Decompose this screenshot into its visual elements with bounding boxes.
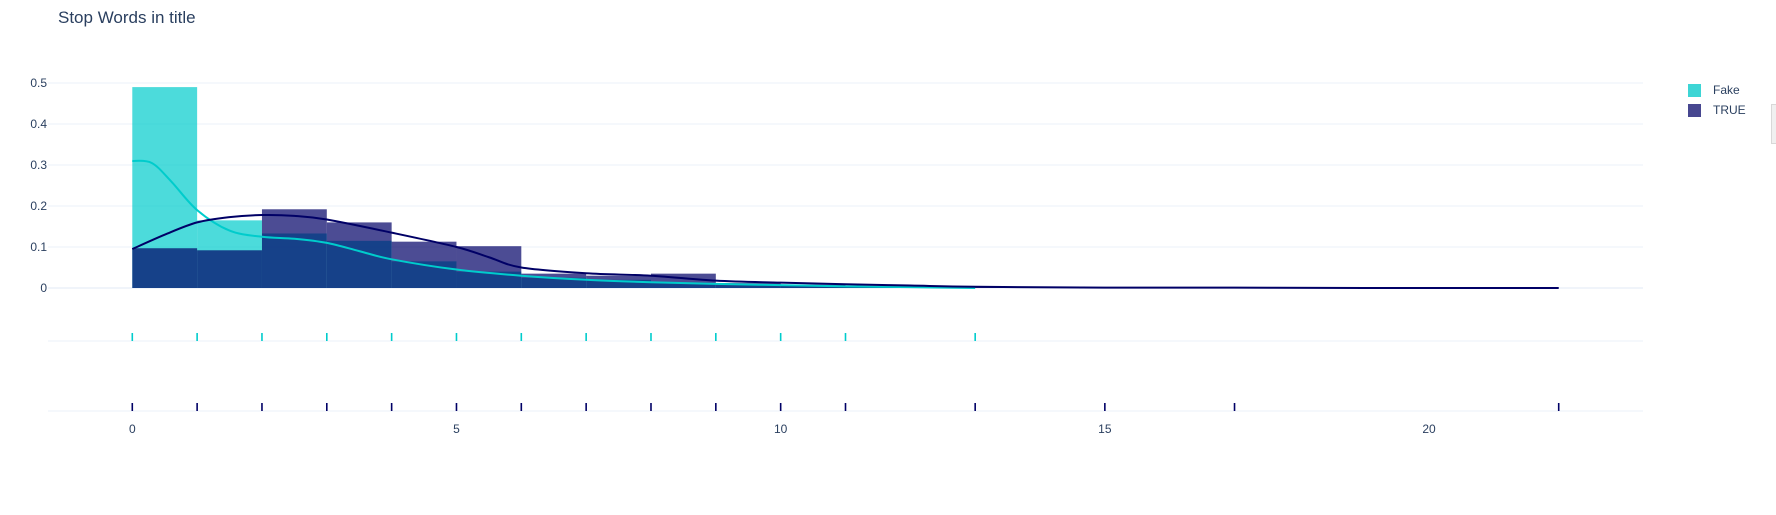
legend-swatch-true [1688,103,1701,117]
legend-label-fake: Fake [1713,83,1740,97]
histogram-bar-true [261,209,327,288]
y-tick-label: 0.1 [30,240,47,254]
legend-item-true[interactable]: TRUE [1688,100,1746,120]
kde-line-true [131,213,1559,290]
histogram-bar-true [715,283,781,288]
legend-swatch-fake [1688,83,1701,97]
histogram-bar-true [132,248,198,288]
histogram-bar-true [197,250,262,288]
legend-label-true: TRUE [1713,103,1746,117]
histogram-bar-true [326,222,392,288]
y-tick-label: 0.2 [30,199,47,213]
histogram-bars [132,87,1559,288]
legend-item-fake[interactable]: Fake [1688,80,1746,100]
chart-title: Stop Words in title [58,8,196,27]
axis-labels: 0 0.1 0.2 0.3 0.4 0.5 0 5 10 15 20 [30,76,1436,436]
x-tick-label: 20 [1422,422,1436,436]
y-tick-label: 0.4 [30,117,47,131]
y-tick-label: 0 [40,281,47,295]
x-tick-label: 15 [1098,422,1112,436]
modebar-edge-tab[interactable] [1771,104,1776,144]
y-tick-label: 0.5 [30,76,47,90]
x-tick-label: 10 [774,422,788,436]
histogram-bar-true [456,246,522,288]
rug-plots [131,333,1560,411]
y-tick-label: 0.3 [30,158,47,172]
kde-curves [131,159,1559,290]
kde-line-fake [132,159,976,289]
x-tick-label: 5 [453,422,460,436]
legend: Fake TRUE [1688,80,1746,120]
x-tick-label: 0 [129,422,136,436]
